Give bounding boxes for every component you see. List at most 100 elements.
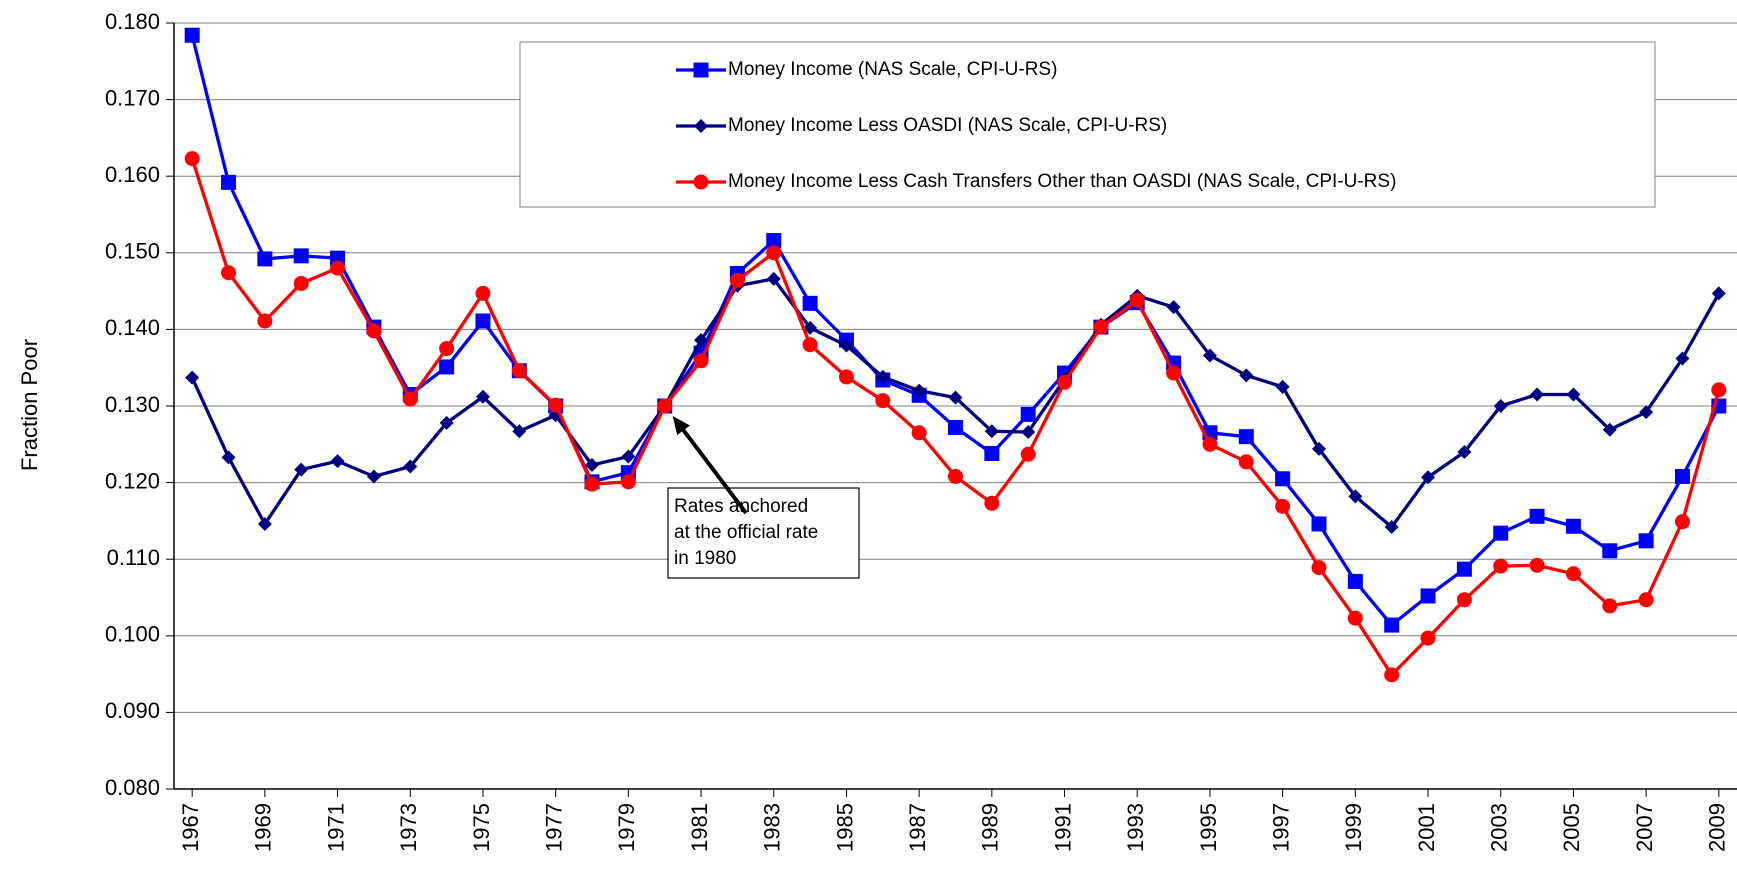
marker bbox=[1602, 422, 1617, 437]
x-tick-label: 1969 bbox=[251, 803, 276, 852]
marker bbox=[1384, 667, 1400, 683]
marker bbox=[1456, 592, 1472, 608]
marker bbox=[402, 391, 418, 407]
marker bbox=[1238, 429, 1254, 445]
series bbox=[184, 151, 1727, 683]
x-tick-label: 1975 bbox=[469, 803, 494, 852]
y-tick-label: 0.140 bbox=[105, 315, 160, 340]
marker bbox=[1021, 425, 1036, 440]
x-tick-label: 1993 bbox=[1123, 803, 1148, 852]
axes: 0.080 0.090 0.100 0.110 0.120 0.130 0.140 0.150… bbox=[105, 9, 1737, 852]
legend: Money Income (NAS Scale, CPI-U-RS) Money … bbox=[519, 41, 1656, 208]
x-tick-label: 1989 bbox=[978, 803, 1003, 852]
annotation-text: at the official rate bbox=[674, 522, 818, 543]
marker bbox=[439, 415, 454, 430]
y-axis-label: Fraction Poor bbox=[17, 339, 42, 471]
marker bbox=[475, 313, 491, 329]
marker bbox=[221, 450, 236, 465]
marker bbox=[1456, 561, 1472, 577]
marker bbox=[766, 233, 782, 249]
x-tick-label: 1997 bbox=[1268, 803, 1293, 852]
series-group bbox=[184, 27, 1727, 683]
marker bbox=[584, 476, 600, 492]
marker bbox=[693, 174, 709, 190]
y-tick-label: 0.110 bbox=[107, 545, 160, 570]
marker bbox=[1493, 558, 1509, 574]
marker bbox=[875, 369, 890, 384]
marker bbox=[1675, 351, 1690, 366]
marker bbox=[1674, 468, 1690, 484]
marker bbox=[984, 445, 1000, 461]
x-tick-label: 1999 bbox=[1341, 803, 1366, 852]
marker bbox=[1347, 610, 1363, 626]
marker bbox=[1711, 286, 1726, 301]
marker bbox=[184, 151, 200, 167]
marker bbox=[1638, 592, 1654, 608]
marker bbox=[1421, 470, 1436, 485]
marker bbox=[802, 337, 818, 353]
x-tick-label: 2009 bbox=[1705, 803, 1730, 852]
marker bbox=[1530, 387, 1545, 402]
marker bbox=[1311, 560, 1327, 576]
marker bbox=[1202, 348, 1217, 363]
marker bbox=[948, 419, 963, 435]
marker bbox=[512, 424, 527, 439]
marker bbox=[1275, 471, 1291, 487]
marker bbox=[221, 174, 237, 190]
x-tick-label: 1985 bbox=[832, 803, 857, 852]
marker bbox=[330, 260, 346, 276]
marker bbox=[1020, 446, 1036, 462]
marker bbox=[911, 425, 927, 441]
marker bbox=[693, 353, 709, 369]
marker bbox=[802, 295, 818, 311]
x-tick-label: 1995 bbox=[1196, 803, 1221, 852]
marker bbox=[1638, 533, 1654, 549]
marker bbox=[1639, 405, 1654, 420]
marker bbox=[185, 370, 200, 385]
marker bbox=[1711, 382, 1727, 398]
marker bbox=[766, 245, 782, 261]
marker bbox=[729, 272, 745, 288]
marker bbox=[221, 265, 237, 281]
marker bbox=[875, 393, 891, 409]
marker bbox=[1566, 387, 1581, 402]
marker bbox=[257, 516, 272, 531]
marker bbox=[1202, 436, 1218, 452]
marker bbox=[475, 285, 491, 301]
x-tick-label: 1979 bbox=[614, 803, 639, 852]
marker bbox=[1493, 525, 1509, 541]
series bbox=[185, 271, 1726, 535]
marker bbox=[330, 454, 345, 469]
marker bbox=[366, 469, 381, 484]
marker bbox=[294, 462, 309, 477]
marker bbox=[293, 275, 309, 291]
marker bbox=[1275, 379, 1290, 394]
marker bbox=[1020, 406, 1036, 422]
marker bbox=[1529, 557, 1545, 573]
marker bbox=[1674, 514, 1690, 530]
legend-label: Money Income (NAS Scale, CPI-U-RS) bbox=[728, 59, 1057, 80]
marker bbox=[1565, 518, 1581, 534]
marker bbox=[1129, 292, 1145, 308]
marker bbox=[984, 424, 999, 439]
y-tick-label: 0.180 bbox=[105, 9, 160, 34]
marker bbox=[1093, 319, 1109, 335]
marker bbox=[694, 333, 709, 348]
marker bbox=[1348, 489, 1363, 504]
marker bbox=[293, 248, 309, 264]
marker bbox=[366, 323, 382, 339]
series-line bbox=[190, 158, 1721, 677]
marker bbox=[1311, 516, 1327, 532]
y-tick-label: 0.130 bbox=[105, 392, 160, 417]
x-tick-label: 1983 bbox=[760, 803, 785, 852]
marker bbox=[694, 119, 708, 133]
y-tick-label: 0.100 bbox=[105, 622, 160, 647]
marker bbox=[403, 459, 418, 474]
marker bbox=[1057, 374, 1073, 390]
marker bbox=[1166, 300, 1181, 315]
marker bbox=[1239, 368, 1254, 383]
marker bbox=[657, 398, 673, 414]
legend-label: Money Income Less OASDI (NAS Scale, CPI-… bbox=[728, 115, 1167, 136]
